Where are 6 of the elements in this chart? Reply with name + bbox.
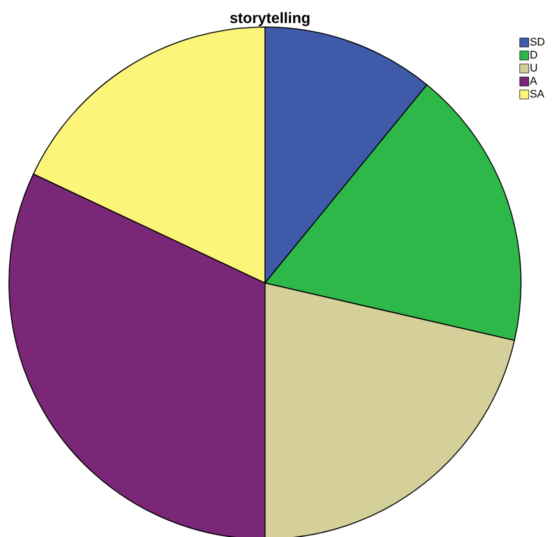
legend-label: D: [530, 50, 538, 62]
legend-label: SA: [530, 88, 546, 100]
legend-label: A: [530, 76, 538, 88]
chart-title: storytelling: [230, 10, 310, 27]
legend-label: SD: [530, 36, 546, 48]
legend-label: U: [530, 62, 538, 74]
